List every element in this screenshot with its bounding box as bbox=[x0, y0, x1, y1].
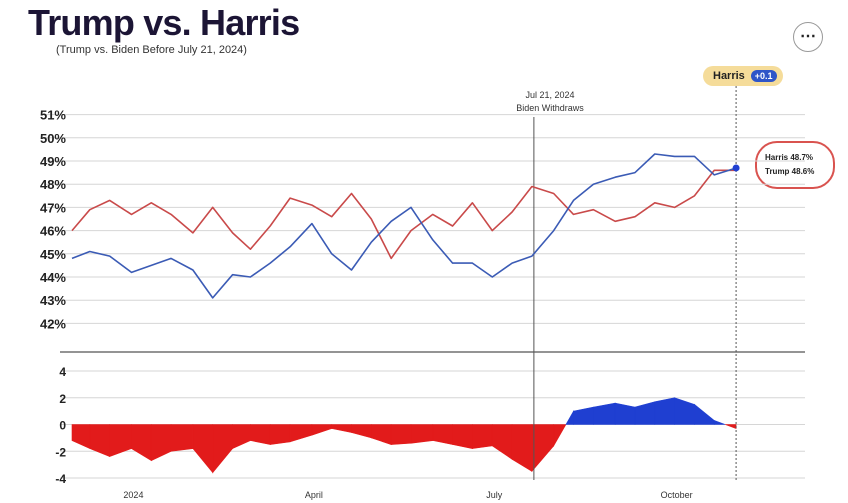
x-tick-label: 2024 bbox=[123, 490, 143, 500]
y-tick-label: 46% bbox=[40, 224, 66, 239]
margin-y-tick-label: 4 bbox=[59, 365, 66, 379]
margin-area-harris bbox=[573, 406, 594, 425]
trump-line bbox=[71, 169, 737, 260]
y-tick-label: 51% bbox=[40, 108, 66, 123]
end-value-labels: Harris 48.7% Trump 48.6% bbox=[755, 141, 835, 189]
margin-area-trump bbox=[192, 424, 214, 474]
x-tick-label: April bbox=[305, 490, 323, 500]
margin-area-trump bbox=[289, 424, 313, 443]
y-tick-label: 44% bbox=[40, 270, 66, 285]
margin-area-trump bbox=[472, 424, 493, 449]
margin-area-harris bbox=[614, 402, 636, 425]
lead-badge: Harris +0.1 bbox=[703, 66, 783, 86]
harris-line bbox=[71, 153, 737, 299]
margin-area-harris bbox=[654, 397, 675, 425]
lead-badge-value: +0.1 bbox=[750, 70, 777, 82]
harris-end-point bbox=[732, 164, 740, 172]
margin-area-trump bbox=[410, 424, 434, 444]
margin-area-trump bbox=[311, 424, 332, 436]
margin-area-trump bbox=[511, 424, 533, 472]
end-label-harris: Harris 48.7% bbox=[765, 153, 814, 162]
y-tick-label: 42% bbox=[40, 316, 66, 331]
x-tick-label: October bbox=[661, 490, 693, 500]
margin-area-harris bbox=[713, 420, 726, 425]
margin-area-trump bbox=[150, 424, 172, 462]
margin-area-trump bbox=[109, 424, 132, 458]
margin-y-tick-label: -4 bbox=[55, 472, 66, 486]
margin-area-trump bbox=[170, 424, 194, 452]
margin-area-trump bbox=[250, 424, 271, 445]
margin-area-trump bbox=[89, 424, 110, 458]
margin-area-trump bbox=[131, 424, 152, 462]
margin-area-trump bbox=[531, 424, 555, 473]
more-horizontal-icon: ⋯ bbox=[800, 28, 816, 45]
margin-y-tick-label: 0 bbox=[59, 419, 66, 433]
margin-area-trump bbox=[725, 424, 737, 429]
y-tick-label: 50% bbox=[40, 131, 66, 146]
margin-area-trump bbox=[351, 424, 372, 439]
event-label: Biden Withdraws bbox=[516, 103, 584, 113]
margin-area-harris bbox=[634, 401, 656, 425]
x-tick-label: July bbox=[486, 490, 503, 500]
margin-area-trump bbox=[331, 424, 352, 433]
margin-area-harris bbox=[593, 402, 616, 425]
y-tick-label: 45% bbox=[40, 247, 66, 262]
chart-title: Trump vs. Harris bbox=[28, 2, 300, 43]
event-date-label: Jul 21, 2024 bbox=[525, 90, 575, 100]
y-tick-label: 48% bbox=[40, 177, 66, 192]
margin-area-trump bbox=[432, 424, 453, 445]
margin-area-trump bbox=[390, 424, 412, 445]
margin-area-trump bbox=[269, 424, 291, 445]
y-tick-label: 49% bbox=[40, 154, 66, 169]
end-label-trump: Trump 48.6% bbox=[765, 167, 815, 176]
margin-y-tick-label: 2 bbox=[59, 392, 66, 406]
lead-badge-name: Harris bbox=[713, 70, 745, 82]
chart-subtitle: (Trump vs. Biden Before July 21, 2024) bbox=[56, 44, 247, 56]
margin-area-trump bbox=[212, 424, 233, 474]
margin-y-tick-label: -2 bbox=[55, 445, 66, 459]
more-options-button[interactable]: ⋯ bbox=[793, 22, 823, 52]
margin-area-trump bbox=[371, 424, 392, 445]
margin-area-trump bbox=[491, 424, 513, 460]
margin-area-harris bbox=[694, 403, 715, 425]
margin-area-trump bbox=[71, 424, 91, 450]
margin-area-trump bbox=[232, 424, 251, 450]
margin-area-trump bbox=[452, 424, 473, 449]
margin-area-harris bbox=[565, 409, 574, 425]
margin-area-trump bbox=[553, 424, 567, 448]
y-tick-label: 47% bbox=[40, 200, 66, 215]
margin-area-harris bbox=[674, 397, 695, 425]
y-tick-label: 43% bbox=[40, 293, 66, 308]
